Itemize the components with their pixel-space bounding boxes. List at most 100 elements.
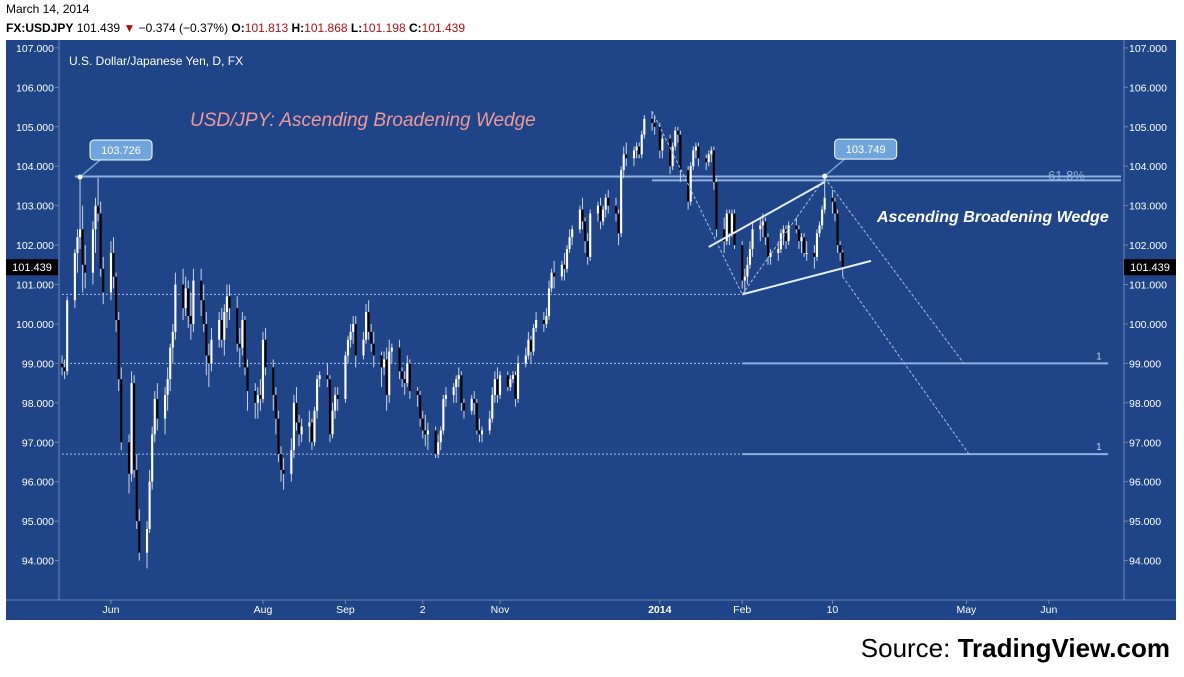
wedge-line [741,259,872,296]
candle-up [164,394,167,419]
candle-up [261,339,265,399]
candle-down [460,375,463,403]
candle-up [622,154,625,171]
candle-down [687,170,690,202]
candle-down [617,213,620,234]
candle-up [292,402,295,451]
price-chart[interactable]: 1 1 103.726 103.749 94.000 94.000 95.000 95.0… [0,40,1184,620]
candle-up [823,197,826,210]
candle-up [769,252,772,257]
candle-up [815,233,819,257]
candle-up [635,146,638,151]
candle-down [653,122,656,127]
candle-up [439,430,442,443]
candle-down [712,150,715,182]
candle-up [787,225,790,242]
candle-down [403,379,406,384]
candle-up [151,434,154,482]
y-tick-label: 94.000 [1129,556,1161,568]
candle-up [406,363,409,384]
candle-up [491,394,494,419]
candle-up [362,339,365,356]
candle-up [352,323,355,332]
x-tick-label: 2 [420,604,426,616]
y-tick-label: 107.000 [16,43,54,55]
candle-up [818,225,821,234]
candle-up [689,166,692,202]
y-tick-label: 95.000 [1129,516,1161,528]
candle-down [728,213,731,234]
candle-up [782,229,785,234]
candle-up [66,300,69,372]
candle-up [166,379,169,395]
candle-down [279,454,283,470]
y-tick-label: 104.000 [16,161,54,173]
x-tick-label: Aug [254,604,273,616]
candle-up [800,237,803,242]
candle-down [120,379,123,443]
candle-down [326,375,329,380]
candle-up [568,237,571,250]
candle-down [277,418,280,455]
candle-up [547,288,551,317]
y-tick-label: 99.000 [22,358,54,370]
y-tick-label: 97.000 [1129,437,1161,449]
candle-down [282,469,285,474]
low-value: 101.198 [362,21,406,35]
candle-down [581,209,584,222]
candle-down [625,154,628,159]
y-tick-label: 96.000 [22,477,54,489]
candle-down [380,355,383,368]
candle-up [509,379,512,388]
candle-up [661,138,664,151]
level-label: 1 [1096,442,1102,453]
candle-down [679,134,682,171]
y-tick-label: 100.000 [16,319,54,331]
candle-up [148,481,151,530]
candle-down [133,383,136,470]
candle-up [455,379,458,388]
candle-up [751,229,754,250]
candle-up [452,387,455,395]
candle-down [138,521,141,553]
candle-up [364,312,368,340]
candle-up [78,229,82,238]
candle-up [707,154,710,163]
candle-up [710,150,713,155]
candle-down [115,276,118,320]
candle-down [496,379,499,395]
level-label: 1 [1096,351,1102,362]
candle-up [426,430,429,435]
y-tick-label: 107.000 [1129,43,1167,55]
candle-up [308,422,311,427]
candle-up [511,375,514,380]
candle-up [442,398,445,431]
chart-background [6,40,1176,620]
candle-up [349,331,352,340]
projection-line [842,276,970,455]
candle-down [246,367,249,391]
candle-down [506,375,509,388]
candle-up [743,276,746,281]
open-label: O: [231,21,245,35]
candle-up [218,320,221,340]
candle-down [254,390,257,403]
candle-up [130,383,133,474]
candle-up [73,252,76,301]
candle-up [192,280,195,324]
candle-up [674,130,677,147]
candle-down [542,320,545,324]
candle-up [91,229,94,273]
candle-up [331,410,334,435]
candle-down [63,367,66,372]
y-tick-label: 106.000 [16,82,54,94]
y-tick-label: 98.000 [22,398,54,410]
candle-up [174,284,177,332]
projection-line [741,177,826,295]
candle-up [777,249,780,253]
x-tick-label: May [956,604,977,616]
candle-down [102,268,105,293]
candle-down [297,422,301,435]
candle-up [145,529,149,553]
source-credit: Source: TradingView.com [861,633,1170,664]
